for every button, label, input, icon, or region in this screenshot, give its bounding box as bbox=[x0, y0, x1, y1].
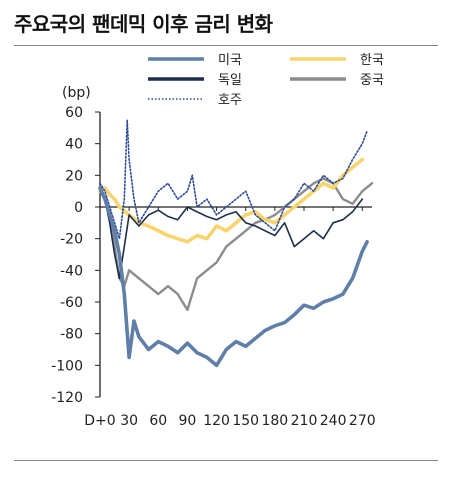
axes bbox=[99, 112, 372, 397]
legend-label: 호주 bbox=[218, 93, 242, 108]
series-line-3 bbox=[99, 190, 364, 280]
x-tick-label: 60 bbox=[149, 413, 167, 429]
y-tick-label: 20 bbox=[65, 168, 83, 184]
x-tick-label: D+0 bbox=[84, 413, 115, 429]
legend-label: 한국 bbox=[360, 53, 384, 68]
y-tick-label: 40 bbox=[65, 137, 83, 153]
y-tick-label: 60 bbox=[65, 105, 83, 121]
x-tick-label: 270 bbox=[349, 413, 376, 429]
y-tick-label: -80 bbox=[60, 327, 83, 343]
y-tick-label: -60 bbox=[60, 295, 83, 311]
x-tick-label: 30 bbox=[120, 413, 138, 429]
series-line-4 bbox=[98, 177, 374, 312]
series-lines bbox=[98, 119, 374, 368]
x-tick-label: 180 bbox=[261, 413, 288, 429]
y-tick-label: -20 bbox=[60, 232, 83, 248]
x-axis-ticks: D+0 30 60 90 120 150 180 210 240 270 bbox=[84, 207, 376, 429]
y-axis-ticks: 60 40 20 0 -20 -40 -60 -80 -100 -120 bbox=[51, 105, 100, 406]
series-line-2 bbox=[98, 157, 365, 244]
x-tick-label: 120 bbox=[203, 413, 230, 429]
title-divider bbox=[14, 45, 438, 46]
legend-label: 미국 bbox=[218, 53, 242, 68]
y-tick-label: -120 bbox=[51, 390, 83, 406]
x-tick-label: 240 bbox=[320, 413, 347, 429]
legend-label: 독일 bbox=[218, 73, 242, 88]
series-line-5 bbox=[99, 119, 368, 240]
y-tick-label: 0 bbox=[74, 200, 83, 216]
x-tick-label: 150 bbox=[232, 413, 259, 429]
series-line-1 bbox=[98, 186, 369, 368]
bottom-divider bbox=[14, 460, 438, 461]
y-tick-label: -100 bbox=[51, 358, 83, 374]
x-tick-label: 210 bbox=[291, 413, 318, 429]
y-axis-unit-label: (bp) bbox=[62, 85, 91, 101]
chart-title: 주요국의 팬데믹 이후 금리 변화 bbox=[14, 12, 273, 36]
y-tick-label: -40 bbox=[60, 263, 83, 279]
legend-label: 중국 bbox=[360, 73, 384, 88]
x-tick-label: 90 bbox=[179, 413, 197, 429]
